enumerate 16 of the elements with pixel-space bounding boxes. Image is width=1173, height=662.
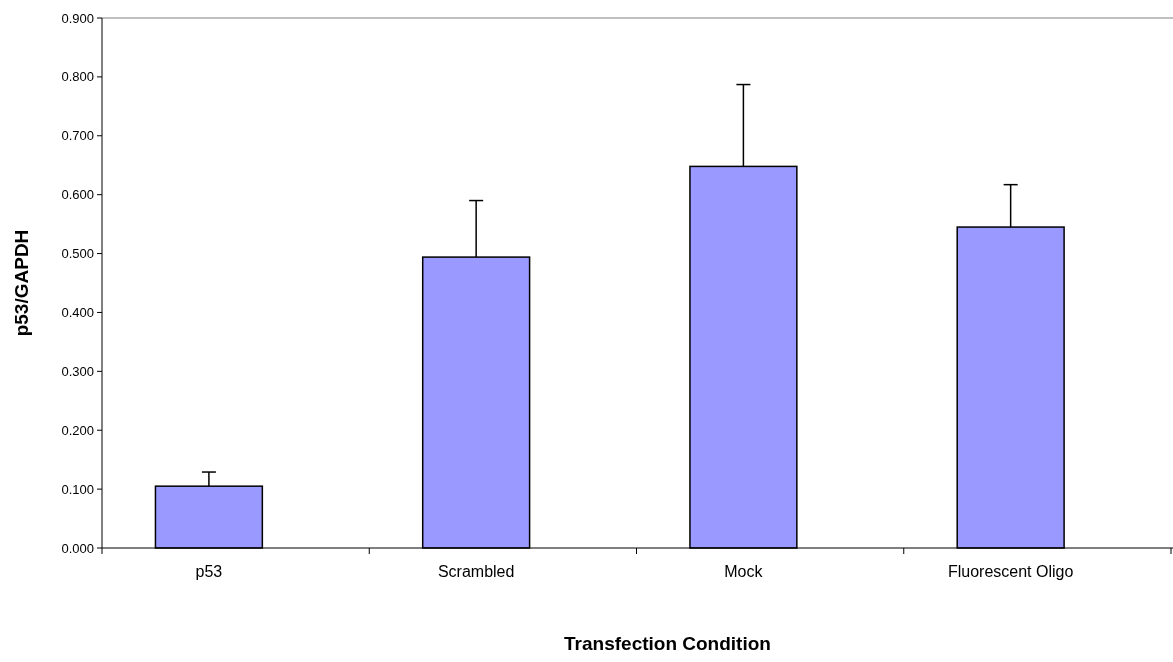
x-tick-label: p53: [195, 563, 223, 580]
x-tick-label: Scrambled: [437, 563, 515, 580]
y-tick-label: 0.300: [61, 363, 94, 379]
y-tick-label: 0.700: [61, 128, 94, 144]
y-tick-label: 0.200: [61, 422, 94, 438]
y-tick-label: 0.100: [61, 481, 94, 497]
y-tick-label: 0.600: [61, 187, 94, 203]
y-axis-title: p53/GAPDH: [11, 229, 32, 337]
x-tick-label: Fluorescent Oligo: [947, 563, 1074, 580]
y-tick-label: 0.900: [61, 10, 94, 26]
y-tick-label: 0.500: [61, 246, 94, 262]
x-tick-label: Mock: [724, 563, 764, 580]
y-tick-label: 0.800: [61, 69, 94, 85]
y-tick-label: 0.000: [61, 540, 94, 556]
y-tick-label: 0.400: [61, 304, 94, 320]
x-axis-title: Transfection Condition: [564, 633, 771, 654]
